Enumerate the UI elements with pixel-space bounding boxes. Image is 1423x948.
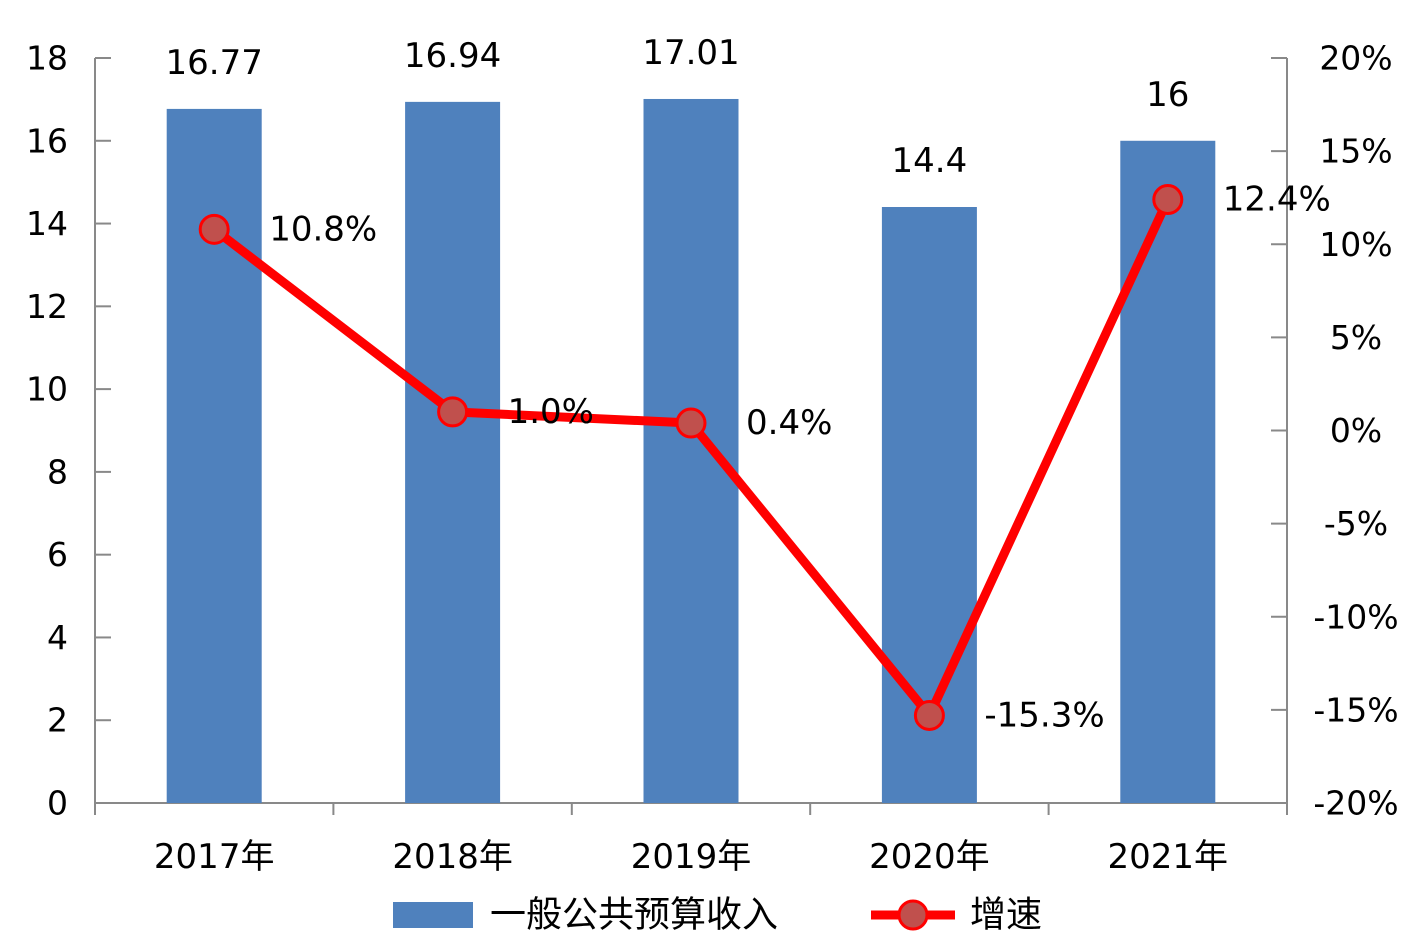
legend-line-label: 增速 [970, 895, 1042, 936]
left-tick-label: 14 [26, 204, 68, 243]
line-series [198, 184, 1184, 731]
right-tick-label: -5% [1324, 504, 1388, 543]
right-tick-label: -10% [1313, 597, 1398, 636]
right-tick-label: 15% [1319, 132, 1392, 171]
left-tick-label: 8 [47, 452, 68, 491]
bar-value-label: 16.94 [404, 36, 501, 76]
bar-value-label: 16 [1146, 75, 1189, 115]
line-marker [198, 213, 230, 245]
bar [405, 101, 501, 804]
right-tick-label: -20% [1313, 784, 1398, 823]
right-tick-label: 10% [1319, 225, 1392, 264]
left-tick-label: 12 [26, 287, 68, 326]
right-tick-label: 20% [1319, 39, 1392, 78]
legend-line-marker [897, 899, 929, 931]
axes: 0 2 4 6 8 10 12 14 16 18 -20% -15% -10% -5% 0% 5% 10% 15%… [26, 39, 1399, 878]
right-tick-label: 5% [1330, 318, 1382, 357]
x-category-label: 2020年 [869, 837, 990, 877]
x-category-label: 2019年 [631, 837, 752, 877]
legend: 一般公共预算收入 增速 [393, 895, 1042, 936]
line-value-label: 1.0% [508, 392, 594, 432]
legend-bar-swatch [393, 902, 473, 928]
bar [1120, 140, 1216, 803]
left-tick-label: 18 [26, 39, 68, 78]
line-value-label: 10.8% [269, 209, 377, 249]
line-marker [675, 407, 707, 439]
line-value-label: -15.3% [984, 695, 1104, 735]
bar-value-label: 14.4 [892, 141, 968, 181]
x-category-label: 2021年 [1108, 837, 1229, 877]
line-marker [437, 396, 469, 428]
right-tick-label: -15% [1313, 690, 1398, 729]
bar [643, 98, 739, 804]
x-category-label: 2017年 [154, 837, 275, 877]
bar-value-label: 17.01 [642, 33, 739, 73]
line-value-label: 12.4% [1223, 180, 1331, 220]
left-tick-label: 10 [26, 370, 68, 409]
line-marker [913, 699, 945, 731]
left-tick-label: 4 [47, 618, 68, 657]
left-tick-label: 6 [47, 535, 68, 574]
left-tick-label: 0 [47, 784, 68, 823]
bar-series [166, 98, 1216, 804]
bar-value-label: 16.77 [166, 43, 263, 83]
left-tick-label: 2 [47, 701, 68, 740]
x-category-label: 2018年 [392, 837, 513, 877]
bar [166, 108, 262, 804]
right-tick-label: 0% [1330, 411, 1382, 450]
line-marker [1152, 184, 1184, 216]
left-tick-label: 16 [26, 121, 68, 160]
line-value-label: 0.4% [746, 403, 832, 443]
data-labels: 16.77 16.94 17.01 14.4 16 10.8% 1.0% 0.4% -15.3%… [166, 33, 1331, 735]
legend-bar-label: 一般公共预算收入 [490, 895, 778, 936]
